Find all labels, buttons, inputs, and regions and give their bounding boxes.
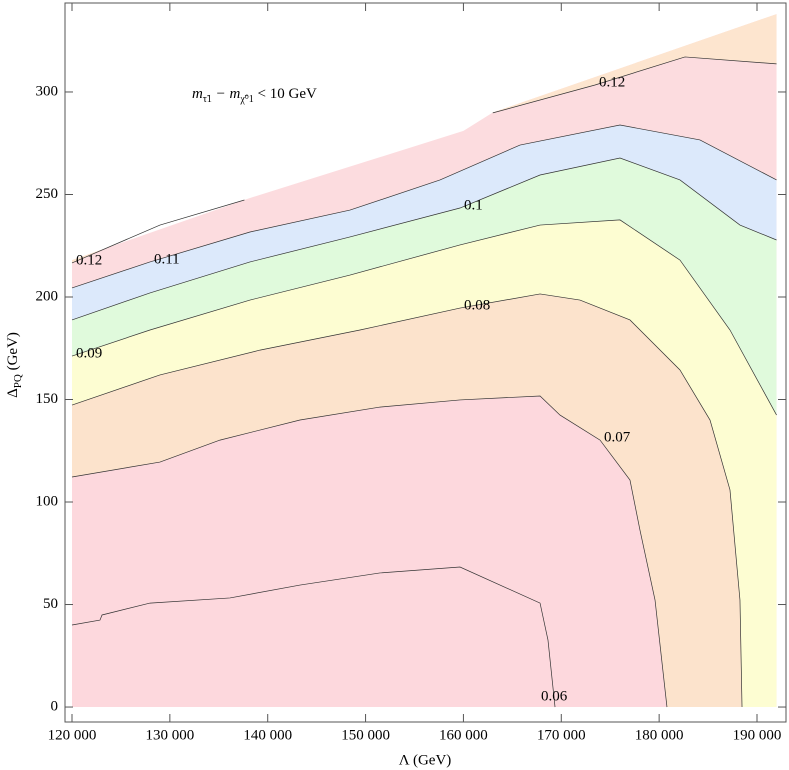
x-tick-label: 140 000 (243, 727, 292, 743)
y-title-unit: (GeV) (5, 332, 21, 374)
contour-line (71, 157, 777, 321)
contour-label: 0.12 (76, 252, 102, 268)
annotation-sub2: χ̃⁰1 (239, 94, 253, 105)
contour-label: 0.09 (76, 345, 102, 361)
contour-label: 0.07 (604, 430, 631, 446)
contour-fills (71, 14, 777, 708)
contour-line (71, 293, 743, 708)
contour-lines: 0.12 0.12 0.11 0.1 0.09 0.08 0.07 0.06 (71, 56, 777, 708)
contour-label: 0.1 (464, 197, 483, 213)
axes: 120 000 130 000 140 000 150 000 160 000 170 0… (36, 3, 786, 743)
contour-line (71, 566, 556, 708)
y-tick-label: 250 (36, 186, 59, 202)
x-axis-title: Λ (GeV) (399, 752, 452, 768)
contour-label: 0.06 (541, 688, 568, 704)
contour-label: 0.11 (154, 251, 180, 267)
contour-line (71, 124, 777, 289)
plot-frame (64, 2, 787, 723)
x-tick-label: 190 000 (733, 727, 782, 743)
annotation-sub1: τ̃1 (203, 94, 212, 105)
x-tick-label: 180 000 (635, 727, 684, 743)
y-title-sub: PQ (12, 374, 24, 388)
contour-line (71, 219, 777, 416)
x-tick-label: 120 000 (48, 727, 97, 743)
contour-line (71, 395, 668, 708)
x-tick-label: 150 000 (341, 727, 390, 743)
y-tick-label: 150 (36, 391, 59, 407)
annotation: mτ̃1 − mχ̃⁰1 < 10 GeV (192, 86, 317, 105)
y-tick-label: 0 (51, 698, 59, 714)
x-tick-label: 130 000 (145, 727, 194, 743)
annotation-m1: m (192, 86, 203, 102)
y-tick-label: 200 (36, 288, 59, 304)
annotation-end: < 10 GeV (254, 86, 317, 102)
x-tick-label: 170 000 (537, 727, 586, 743)
band-fill (71, 567, 556, 708)
contour-label: 0.08 (464, 298, 490, 314)
y-tick-label: 50 (43, 596, 58, 612)
y-tick-label: 100 (36, 493, 59, 509)
y-axis-title: ΔPQ (GeV) (5, 332, 23, 398)
contour-line (71, 56, 777, 264)
annotation-mid: − m (212, 86, 241, 102)
y-tick-label: 300 (36, 83, 59, 99)
y-title-main: Δ (5, 388, 21, 398)
contour-label: 0.12 (599, 74, 625, 90)
x-tick-label: 160 000 (439, 727, 488, 743)
